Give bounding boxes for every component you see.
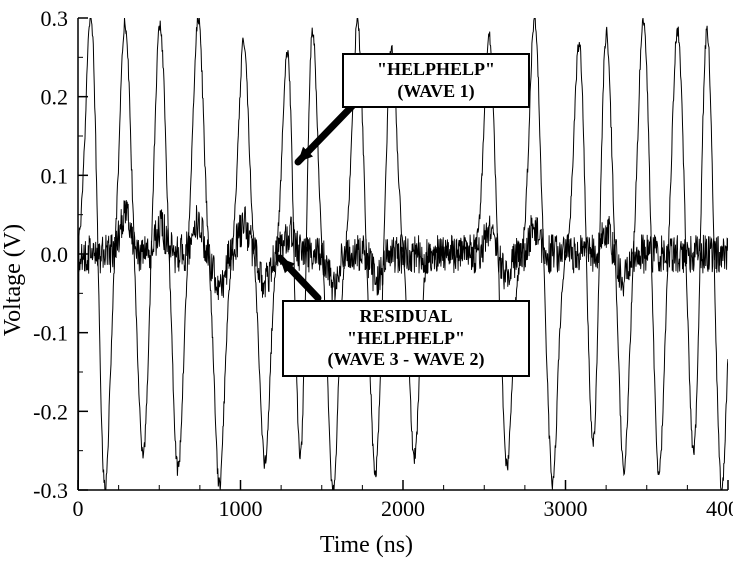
x-tick-label: 0: [73, 496, 84, 521]
y-tick-label: 0.2: [41, 85, 69, 110]
x-tick-label: 2000: [381, 496, 425, 521]
y-tick-label: 0.3: [41, 6, 69, 31]
x-tick-label: 3000: [544, 496, 588, 521]
x-tick-label: 4000: [706, 496, 733, 521]
y-tick-label: -0.1: [33, 321, 68, 346]
annotation-wave1-box: "HELPHELP"(WAVE 1): [342, 53, 530, 108]
y-tick-label: 0.1: [41, 163, 69, 188]
chart-container: Voltage (V) Time (ns) 01000200030004000-…: [0, 0, 733, 565]
x-tick-label: 1000: [219, 496, 263, 521]
y-tick-label: -0.2: [33, 399, 68, 424]
y-tick-label: -0.3: [33, 478, 68, 503]
annotation-residual-box: RESIDUAL"HELPHELP"(WAVE 3 - WAVE 2): [282, 300, 530, 377]
y-tick-label: 0.0: [41, 242, 69, 267]
